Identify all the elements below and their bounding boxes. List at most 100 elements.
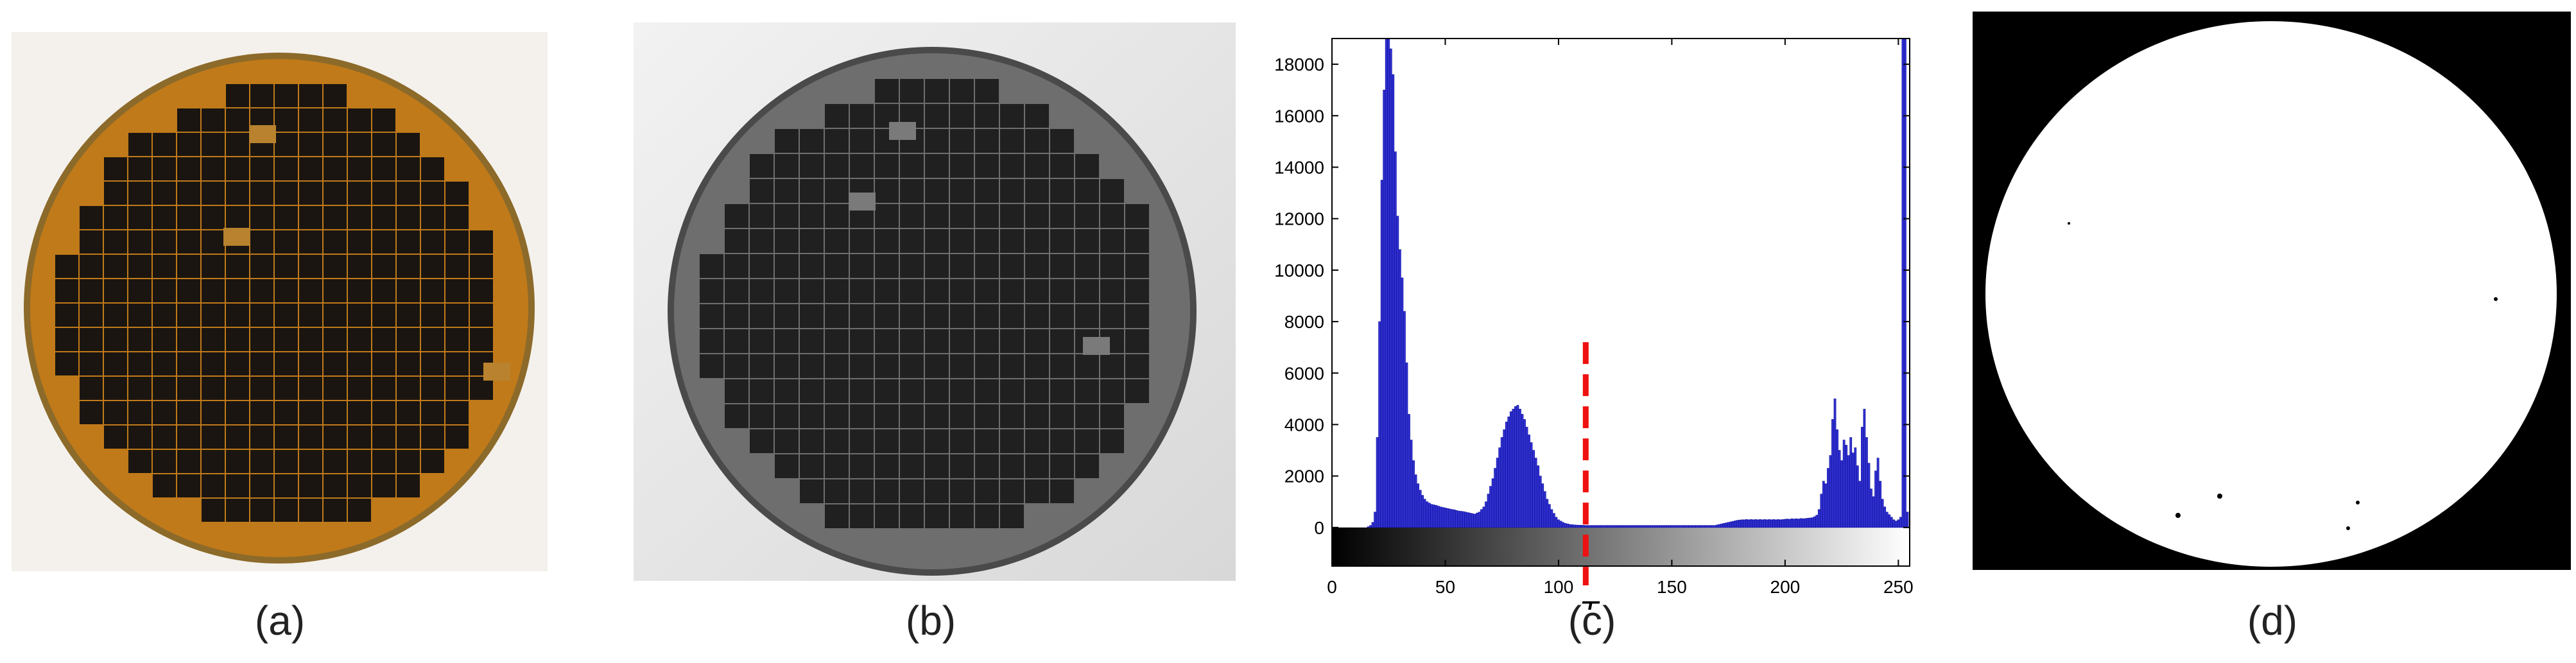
die [825,379,849,403]
die [825,229,849,253]
die [775,379,799,403]
hist-bar [1892,519,1896,528]
die [900,179,924,203]
hist-bar [1888,514,1891,528]
die [1050,404,1074,428]
die [875,229,899,253]
die [397,426,420,449]
hist-bar [1806,518,1810,528]
hist-bar [1485,501,1487,528]
die [226,206,249,229]
die [850,404,874,428]
die [226,474,249,497]
die [324,474,347,497]
binary-mask-image [1973,12,2571,570]
hist-bar [1768,519,1771,528]
die [250,304,273,327]
die [1000,104,1024,128]
die [275,304,298,327]
die [324,255,347,278]
die [800,404,824,428]
die [925,254,949,278]
die [800,429,824,453]
die [299,182,322,205]
die-grid [700,79,1149,528]
die [348,157,371,180]
hist-bar [1439,506,1442,528]
die [128,377,151,400]
die [104,206,127,229]
die [80,230,103,254]
hist-bar [1829,455,1832,528]
hist-bar [1824,483,1828,528]
hist-bar [1568,524,1571,528]
die [275,206,298,229]
die [372,206,395,229]
hist-bar [1494,468,1496,528]
die [925,229,949,253]
die [324,206,347,229]
die [925,279,949,303]
hist-bar [1630,525,1632,528]
die [275,377,298,400]
die [104,182,127,205]
die [470,230,493,254]
hist-bar [1423,499,1426,528]
die [250,157,273,180]
die [925,154,949,178]
die [1025,329,1049,353]
die [299,474,322,497]
die [875,154,899,178]
die [900,429,924,453]
die [421,426,444,449]
die [348,182,371,205]
hist-bar [1476,513,1478,528]
die [900,454,924,478]
die [128,426,151,449]
hist-bar [1858,481,1862,528]
die [226,255,249,278]
die [177,304,200,327]
die [875,404,899,428]
die [750,429,774,453]
die [80,377,103,400]
hist-bar [1577,524,1580,528]
die [1075,304,1099,328]
hist-bar [1836,429,1838,528]
hist-bar [1426,501,1429,528]
die [825,354,849,378]
die [1100,204,1124,228]
hist-bar [1387,38,1390,528]
die [299,377,322,400]
hist-bar [1419,490,1422,528]
die [1075,154,1099,178]
hist-bar [1745,519,1748,528]
hist-bar [1385,38,1388,528]
die [775,204,799,228]
y-tick-label: 8000 [1284,312,1324,332]
panel-d-binary-mask [1973,12,2571,570]
die [421,182,444,205]
die [800,329,824,353]
die [1025,304,1049,328]
die [725,204,748,228]
die [104,304,127,327]
die [299,206,322,229]
die [950,354,974,378]
die [80,352,103,375]
hist-bar [1802,518,1804,528]
die [850,154,874,178]
caption-a: (a) [254,598,306,644]
hist-bar [1478,512,1481,528]
die [128,352,151,375]
die [324,499,347,522]
die [1050,154,1074,178]
panel-b-wafer-gray [634,22,1236,581]
die [725,404,748,428]
hist-bar [1401,277,1404,528]
die [1050,354,1074,378]
hist-bar [1659,525,1662,528]
hist-bar [1700,525,1703,528]
hist-bar [1641,525,1644,528]
hist-bar [1770,519,1773,528]
